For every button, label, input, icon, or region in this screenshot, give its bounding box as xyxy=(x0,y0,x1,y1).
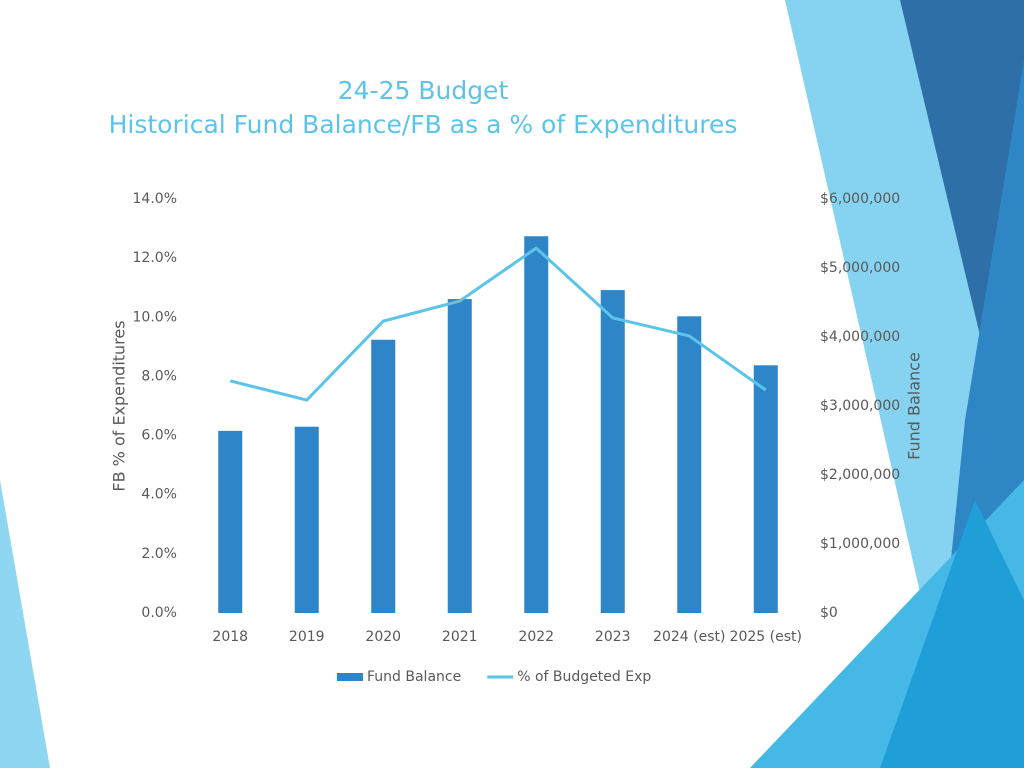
bar xyxy=(677,316,702,613)
y-tick-label: 0.0% xyxy=(141,605,177,621)
x-tick-label: 2025 (est) xyxy=(730,629,802,645)
y-tick-label: 4.0% xyxy=(141,487,177,503)
decor-left xyxy=(0,480,50,768)
y2-axis-title: Fund Balance xyxy=(905,352,924,460)
chart-title: 24-25 Budget xyxy=(338,76,509,105)
x-tick-label: 2020 xyxy=(365,629,401,645)
y-tick-label: 6.0% xyxy=(141,428,177,444)
y-tick-label: 14.0% xyxy=(133,191,177,207)
y-tick-label: 10.0% xyxy=(133,309,177,325)
bar xyxy=(753,365,778,613)
y2-tick-label: $5,000,000 xyxy=(820,260,900,276)
y2-tick-label: $2,000,000 xyxy=(820,467,900,483)
y-tick-label: 2.0% xyxy=(141,546,177,562)
bar xyxy=(294,426,319,613)
y2-tick-label: $4,000,000 xyxy=(820,329,900,345)
x-tick-label: 2021 xyxy=(442,629,478,645)
bar xyxy=(524,236,549,613)
y2-tick-label: $3,000,000 xyxy=(820,398,900,414)
bar xyxy=(447,299,472,613)
x-tick-label: 2022 xyxy=(518,629,554,645)
y2-tick-label: $0 xyxy=(820,605,838,621)
decor-right-bottom2 xyxy=(880,500,1024,768)
y2-tick-label: $6,000,000 xyxy=(820,191,900,207)
bar xyxy=(371,339,396,613)
legend-label: Fund Balance xyxy=(367,669,461,685)
x-tick-label: 2018 xyxy=(212,629,248,645)
line xyxy=(229,246,767,402)
y2-tick-label: $1,000,000 xyxy=(820,536,900,552)
x-tick-label: 2019 xyxy=(289,629,325,645)
chart-subtitle: Historical Fund Balance/FB as a % of Exp… xyxy=(109,110,738,139)
y-tick-label: 12.0% xyxy=(133,250,177,266)
x-tick-label: 2023 xyxy=(595,629,631,645)
x-tick-label: 2024 (est) xyxy=(653,629,725,645)
y-tick-label: 8.0% xyxy=(141,368,177,384)
legend-swatch xyxy=(337,673,363,681)
legend-label: % of Budgeted Exp xyxy=(517,669,651,685)
bar xyxy=(600,290,625,613)
y-axis-title: FB % of Expenditures xyxy=(110,320,129,491)
bar xyxy=(218,430,243,613)
